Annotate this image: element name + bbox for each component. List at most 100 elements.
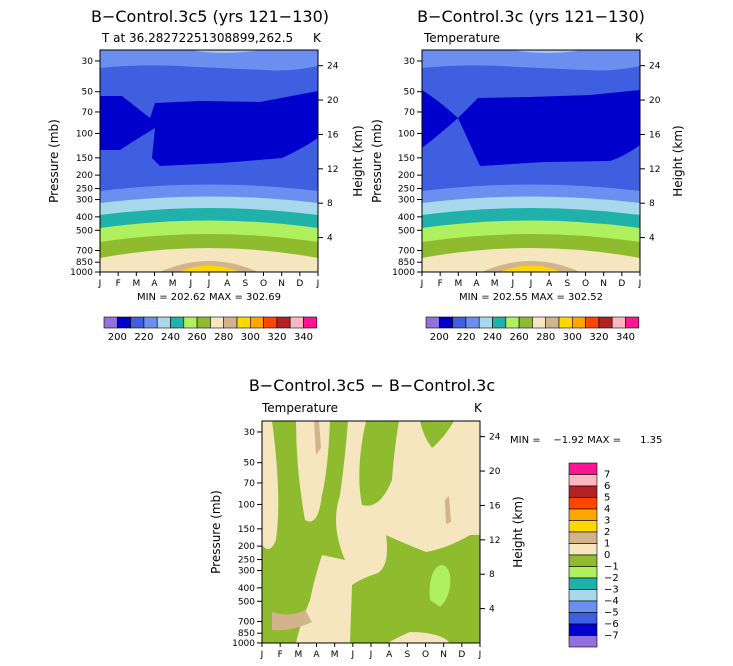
panel-3-band-notch: [461, 470, 466, 490]
panel-1-colorbar-swatch: [143, 316, 158, 329]
panel-3-colorbar-label: 2: [604, 527, 610, 538]
panel-1-pressure-tick-label: 150: [76, 154, 93, 164]
panel-1-month-tick-label: J: [316, 279, 320, 289]
panel-2-subtitle: Temperature: [423, 31, 500, 45]
panel-2-month-tick-label: M: [454, 279, 462, 289]
panel-2-colorbar-swatch: [492, 316, 507, 329]
panel-3-pressure-tick-label: 400: [238, 584, 255, 594]
panel-3-units: K: [474, 401, 483, 415]
panel-2-colorbar-swatch: [598, 316, 613, 329]
panel-2-minmax: MIN = 202.55 MAX = 302.52: [459, 292, 603, 303]
panel-2-pressure-tick-label: 70: [404, 108, 416, 118]
panel-3-colorbar-label: −2: [604, 573, 619, 584]
panel-1-pressure-tick-label: 50: [82, 88, 94, 98]
panel-2-pressure-tick-label: 50: [404, 88, 416, 98]
panel-3-colorbar-swatch: [568, 635, 598, 648]
panel-2-units: K: [635, 31, 644, 45]
panel-3-colorbar-swatch: [568, 543, 598, 556]
panel-1-colorbar-swatch: [117, 316, 131, 329]
panel-1-pressure-tick-label: 200: [76, 171, 93, 181]
panel-2-month-tick-label: A: [546, 279, 553, 289]
panel-2-pressure-tick-label: 500: [398, 226, 415, 236]
panel-2-colorbar-swatch: [478, 316, 493, 329]
panel-1-colorbar-swatch: [210, 316, 224, 329]
panel-1-colorbar-swatch: [130, 316, 145, 329]
panel-2-height-tick-label: 8: [649, 199, 655, 209]
panel-2-height-ticks: 24 20 16 12 8 4: [640, 62, 661, 244]
panel-1-colorbar-swatch: [250, 316, 264, 329]
panel-1-band-300: [178, 265, 240, 272]
panel-3-band-minus1-a: [262, 421, 348, 643]
panel-1-units: K: [313, 31, 322, 45]
panel-2-month-tick-label: N: [600, 279, 607, 289]
panel-2-pressure-tick-label: 1000: [392, 268, 415, 278]
panel-1-pressure-tick-label: 850: [76, 258, 93, 268]
panel-2-colorbar-swatch: [518, 316, 533, 329]
panel-3-month-tick-label: N: [440, 650, 447, 660]
panel-3-colorbar-swatch: [568, 508, 598, 521]
panel-3-colorbar-label: 3: [604, 516, 610, 527]
panel-1-y2-axis-label: Height (km): [351, 125, 365, 196]
panel-3-colorbar-label: −4: [604, 596, 619, 607]
panel-3-month-tick-label: O: [422, 650, 429, 660]
panel-2-y2-axis-label: Height (km): [671, 125, 685, 196]
panel-3-band-plus1-c: [272, 610, 312, 631]
panel-3-month-tick-label: M: [294, 650, 302, 660]
panel-1-month-tick-label: M: [132, 279, 140, 289]
panel-2-band-300: [500, 265, 562, 272]
panel-2-pressure-tick-label: 300: [398, 196, 415, 206]
panel-2-band-strat-upper: [422, 50, 640, 71]
panel-3-colorbar-swatch: [568, 520, 598, 533]
panel-2-month-tick-label: J: [638, 279, 642, 289]
panel-1-height-ticks: 24 20 16 12 8 4: [318, 62, 339, 244]
panel-3-height-tick-label: 8: [489, 570, 495, 580]
panel-2-month-tick-label: A: [473, 279, 480, 289]
panel-1-height-tick-label: 16: [327, 130, 339, 140]
panel-1-colorbar-swatch: [156, 316, 171, 329]
panel-2-band-cold-core: [422, 90, 640, 166]
panel-3-pressure-tick-label: 30: [244, 428, 256, 438]
panel-2-height-tick-label: 20: [649, 96, 661, 106]
panel-1-colorbar-label: 260: [188, 332, 207, 343]
panel-1-height-tick-label: 12: [327, 165, 338, 175]
panel-1-month-tick-label: J: [189, 279, 193, 289]
panel-3-month-tick-label: J: [369, 650, 373, 660]
panel-2-colorbar-swatch: [532, 316, 547, 329]
panel-3-colorbar-swatch: [568, 462, 598, 475]
panel-3-colorbar-swatch: [568, 485, 598, 498]
panel-3-colorbar-label: −6: [604, 619, 619, 630]
panel-3-y2-axis-label: Height (km): [511, 496, 525, 567]
panel-2-month-tick-label: D: [618, 279, 625, 289]
panel-2-y-axis-label: Pressure (mb): [370, 119, 384, 203]
panel-2-colorbar: 200 220 240 260 280 300 320 340: [425, 316, 640, 343]
panel-3-pressure-tick-label: 1000: [232, 639, 255, 649]
panel-3-colorbar-label: −5: [604, 608, 619, 619]
panel-1-colorbar-swatch: [276, 316, 291, 329]
panel-2-month-tick-label: J: [420, 279, 424, 289]
panel-2-field: [422, 50, 640, 272]
panel-1-colorbar-label: 300: [241, 332, 260, 343]
panel-1-month-tick-label: A: [151, 279, 158, 289]
panel-2-month-tick-label: M: [491, 279, 499, 289]
panel-3-band-minus2: [429, 565, 451, 607]
panel-1-colorbar: 200 220 240 260 280 300 320 340: [103, 316, 318, 343]
panel-1-pressure-tick-label: 100: [76, 129, 93, 139]
panel-1-month-tick-label: S: [242, 279, 248, 289]
panel-2-month-tick-label: F: [438, 279, 443, 289]
panel-2-colorbar-label: 220: [456, 332, 475, 343]
panel-1-pressure-tick-label: 500: [76, 226, 93, 236]
panel-1-colorbar-swatch: [183, 316, 198, 329]
panel-2-colorbar-swatch: [571, 316, 586, 329]
panel-3-height-tick-label: 12: [489, 536, 500, 546]
panel-3-colorbar-label: −1: [604, 562, 619, 573]
panel-3-band-plus1-a: [314, 421, 321, 455]
panel-2-colorbar-swatch: [452, 316, 467, 329]
panel-2-pressure-tick-label: 700: [398, 247, 415, 257]
panel-3-month-tick-label: A: [386, 650, 393, 660]
panel-3-height-tick-label: 24: [489, 433, 501, 443]
panel-1-month-tick-label: J: [207, 279, 211, 289]
